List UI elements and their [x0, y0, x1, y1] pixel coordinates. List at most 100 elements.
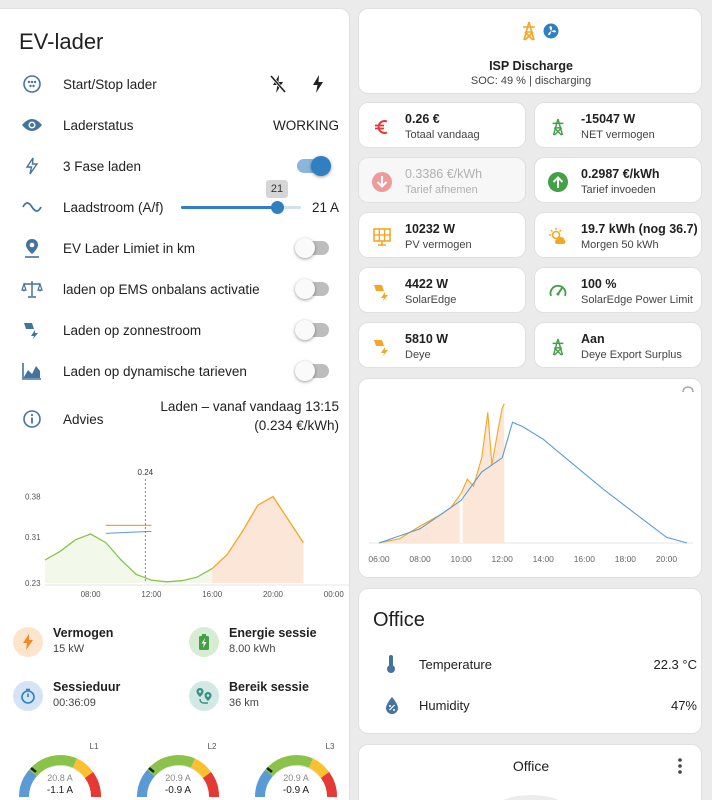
- row-label: Laden op zonnestroom: [63, 322, 202, 338]
- isp-discharge-card[interactable]: ISP Discharge SOC: 49 % | discharging: [358, 8, 702, 94]
- tile-label: Morgen 50 kWh: [581, 239, 659, 251]
- stat-title: Sessieduur: [53, 680, 121, 694]
- solar-power-icon: [371, 336, 393, 358]
- row-label: Laadstroom (A/f): [63, 199, 164, 215]
- dyn-toggle[interactable]: [295, 361, 329, 381]
- phase-label: L1: [90, 742, 99, 751]
- series-area: [212, 496, 304, 583]
- sensor-tile[interactable]: 0.2987 €/kWh Tarief invoeden: [534, 157, 702, 203]
- tile-label: Deye Export Surplus: [581, 349, 682, 361]
- ev-charger-card: EV-lader Start/Stop lader Laderstatus WO…: [0, 8, 350, 800]
- y-tick-label: 0.23: [25, 579, 41, 588]
- transmission-tower-icon: [519, 21, 539, 46]
- fan-icon: [543, 23, 559, 44]
- more-vert-icon[interactable]: [677, 757, 683, 780]
- row-start-stop: Start/Stop lader: [19, 69, 339, 99]
- stat-energie: Energie sessie 8.00 kWh: [189, 626, 317, 657]
- tile-label: Deye: [405, 349, 431, 361]
- limiet-toggle[interactable]: [295, 238, 329, 258]
- eye-icon: [19, 112, 45, 138]
- gauge-value: -0.9 A: [283, 785, 309, 796]
- gauge-l3: L3 20.9 A -0.9 A: [254, 742, 337, 798]
- sine-wave-icon: [19, 194, 45, 220]
- tile-label: Totaal vandaag: [405, 129, 480, 141]
- stat-value: 8.00 kWh: [229, 643, 276, 655]
- tile-value: Aan: [581, 332, 605, 346]
- map-marker-distance-icon: [19, 235, 45, 261]
- x-tick-label: 00:00: [324, 590, 345, 599]
- office-card: Office Temperature 22.3 °C Humidity 47%: [358, 588, 702, 734]
- row-value: 22.3 °C: [653, 656, 697, 672]
- row-value: 47%: [670, 697, 697, 713]
- tile-value: 100 %: [581, 277, 617, 291]
- gauge-icon: [547, 281, 569, 303]
- isp-subtitle: SOC: 49 % | discharging: [470, 75, 592, 87]
- flash-button[interactable]: [309, 74, 327, 99]
- gauge-value: -1.1 A: [47, 785, 73, 796]
- series-line: [44, 533, 145, 578]
- office-thermostat-card: Office: [358, 744, 702, 800]
- gauge-value: -0.9 A: [165, 785, 191, 796]
- tile-value: 4422 W: [405, 277, 449, 291]
- row-3-fase: 3 Fase laden: [19, 151, 339, 181]
- series-line: [143, 568, 213, 583]
- x-tick-label: 20:00: [656, 554, 678, 564]
- tile-value: 0.3386 €/kWh: [405, 167, 483, 181]
- sensor-tile[interactable]: Aan Deye Export Surplus: [534, 322, 702, 368]
- solar-panel-icon: [371, 226, 393, 248]
- series-line: [211, 495, 304, 570]
- advies-line-1: Laden – vanaf vandaag 13:15: [160, 399, 339, 414]
- fase-toggle[interactable]: [297, 156, 331, 176]
- x-tick-label: 08:00: [81, 590, 102, 599]
- gauge-max: 20.9 A: [283, 773, 309, 783]
- laadstroom-slider[interactable]: 21: [181, 180, 301, 214]
- row-label: Start/Stop lader: [63, 76, 157, 92]
- sensor-tile[interactable]: 100 % SolarEdge Power Limit: [534, 267, 702, 313]
- chart-areaspline-icon: [19, 358, 45, 384]
- zon-toggle[interactable]: [295, 320, 329, 340]
- row-ems: laden op EMS onbalans activatie: [19, 274, 339, 304]
- energy-chart: 06:00 08:00 10:00 12:00 14:00 16:00 18:00 20:00: [368, 403, 693, 564]
- slider-thumb[interactable]: [271, 201, 284, 214]
- sensor-tile[interactable]: 19.7 kWh (nog 36.7) Morgen 50 kWh: [534, 212, 702, 258]
- stat-value: 36 km: [229, 697, 259, 709]
- tile-value: 0.26 €: [405, 112, 440, 126]
- row-label: laden op EMS onbalans activatie: [63, 281, 260, 297]
- row-label: EV Lader Limiet in km: [63, 240, 196, 256]
- x-tick-label: 20:00: [263, 590, 284, 599]
- x-tick-label: 08:00: [409, 554, 431, 564]
- now-marker-label: 0.24: [138, 468, 154, 477]
- solar-power-icon: [371, 281, 393, 303]
- ems-toggle[interactable]: [295, 279, 329, 299]
- card-title: Office: [512, 758, 550, 774]
- flash-off-button[interactable]: [269, 74, 287, 99]
- gauge-l1: L1 20.8 A -1.1 A: [18, 742, 101, 798]
- y-tick-label: 0.31: [25, 533, 41, 542]
- sensor-tile[interactable]: 4422 W SolarEdge: [358, 267, 526, 313]
- card-title: Office: [373, 609, 425, 631]
- x-tick-label: 16:00: [574, 554, 596, 564]
- status-value: WORKING: [273, 117, 339, 133]
- x-tick-label: 10:00: [450, 554, 472, 564]
- tile-label: SolarEdge Power Limit: [581, 294, 693, 306]
- sensor-tile[interactable]: 10232 W PV vermogen: [358, 212, 526, 258]
- scale-balance-icon: [19, 276, 45, 302]
- row-temperature[interactable]: Temperature 22.3 °C: [381, 652, 697, 676]
- row-humidity[interactable]: Humidity 47%: [381, 693, 697, 717]
- sensor-tile[interactable]: 5810 W Deye: [358, 322, 526, 368]
- row-dyn: Laden op dynamische tarieven: [19, 356, 339, 386]
- row-label: Laden op dynamische tarieven: [63, 363, 247, 379]
- ev-plug-icon: [19, 71, 45, 97]
- sensor-tile[interactable]: -15047 W NET vermogen: [534, 102, 702, 148]
- thermostat-dial[interactable]: [489, 795, 573, 800]
- battery-charging-icon: [189, 627, 219, 657]
- row-advies: Advies Laden – vanaf vandaag 13:15 (0.23…: [19, 399, 339, 439]
- stat-bereik: Bereik sessie 36 km: [189, 680, 309, 711]
- phase-label: L2: [208, 742, 217, 751]
- sensor-tile[interactable]: 0.3386 €/kWh Tarief afnemen: [358, 157, 526, 203]
- tile-label: NET vermogen: [581, 129, 655, 141]
- sensor-tile[interactable]: 0.26 € Totaal vandaag: [358, 102, 526, 148]
- x-tick-label: 12:00: [141, 590, 162, 599]
- gauge-max: 20.8 A: [47, 773, 73, 783]
- y-tick-label: 0.38: [25, 493, 41, 502]
